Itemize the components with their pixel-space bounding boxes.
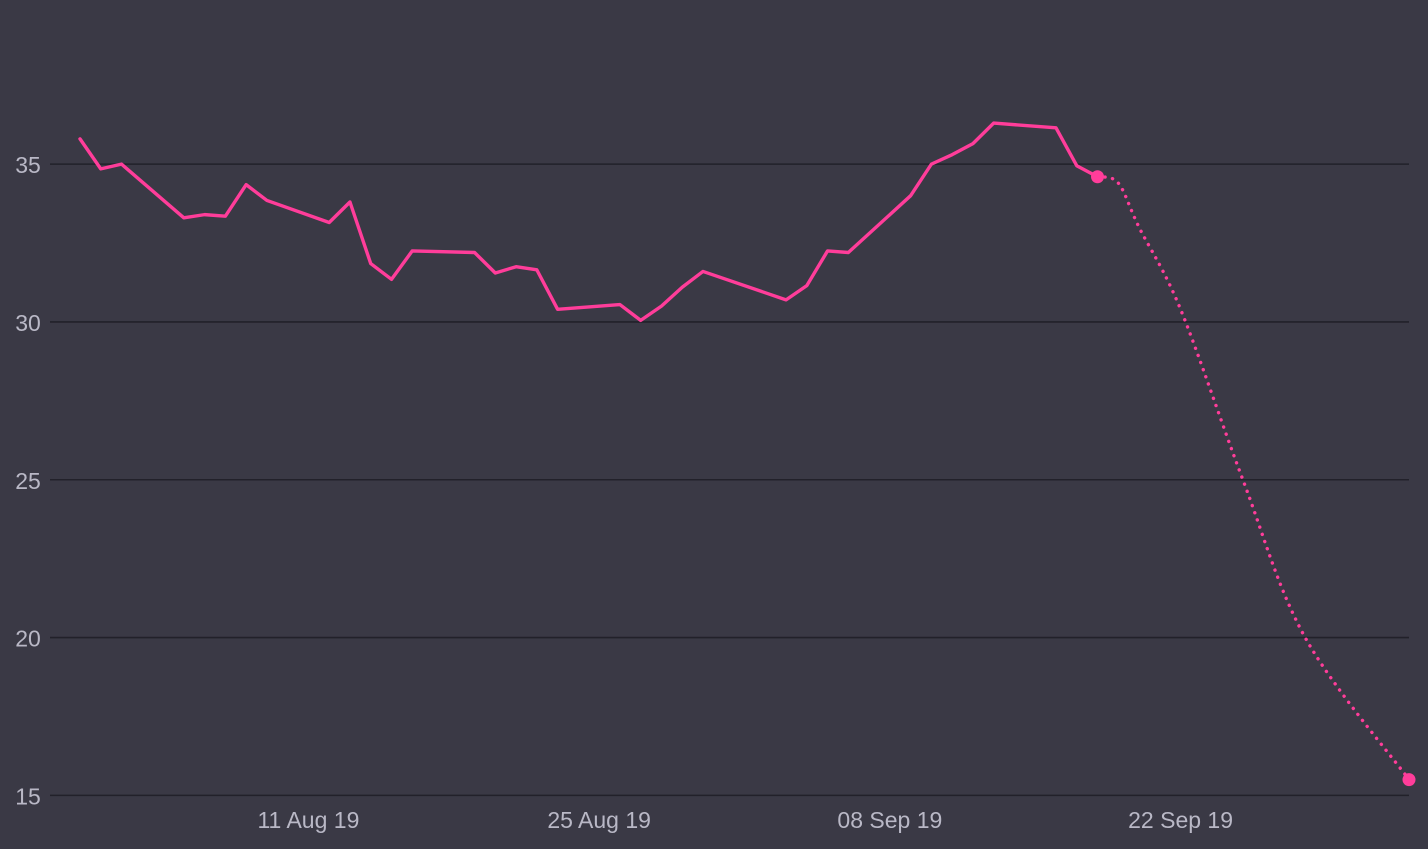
data-point-marker bbox=[1091, 170, 1105, 184]
x-tick-label: 11 Aug 19 bbox=[257, 807, 359, 833]
forecast-series-line bbox=[1095, 175, 1411, 782]
y-tick-label: 15 bbox=[15, 783, 41, 809]
x-tick-label: 25 Aug 19 bbox=[547, 807, 651, 833]
x-tick-label: 22 Sep 19 bbox=[1128, 807, 1233, 833]
y-tick-label: 20 bbox=[15, 626, 41, 652]
marker-layer bbox=[1091, 170, 1416, 787]
data-point-marker bbox=[1402, 773, 1416, 787]
y-axis: 15 20 25 30 35 bbox=[15, 152, 41, 809]
series-layer bbox=[78, 121, 1411, 782]
y-tick-label: 25 bbox=[15, 468, 41, 494]
y-tick-label: 35 bbox=[15, 152, 41, 178]
x-axis: 11 Aug 19 25 Aug 19 08 Sep 19 22 Sep 19 bbox=[257, 807, 1233, 833]
y-tick-label: 30 bbox=[15, 310, 41, 336]
price-series-line bbox=[78, 121, 1100, 323]
x-tick-label: 08 Sep 19 bbox=[837, 807, 942, 833]
grid-lines bbox=[50, 163, 1409, 797]
